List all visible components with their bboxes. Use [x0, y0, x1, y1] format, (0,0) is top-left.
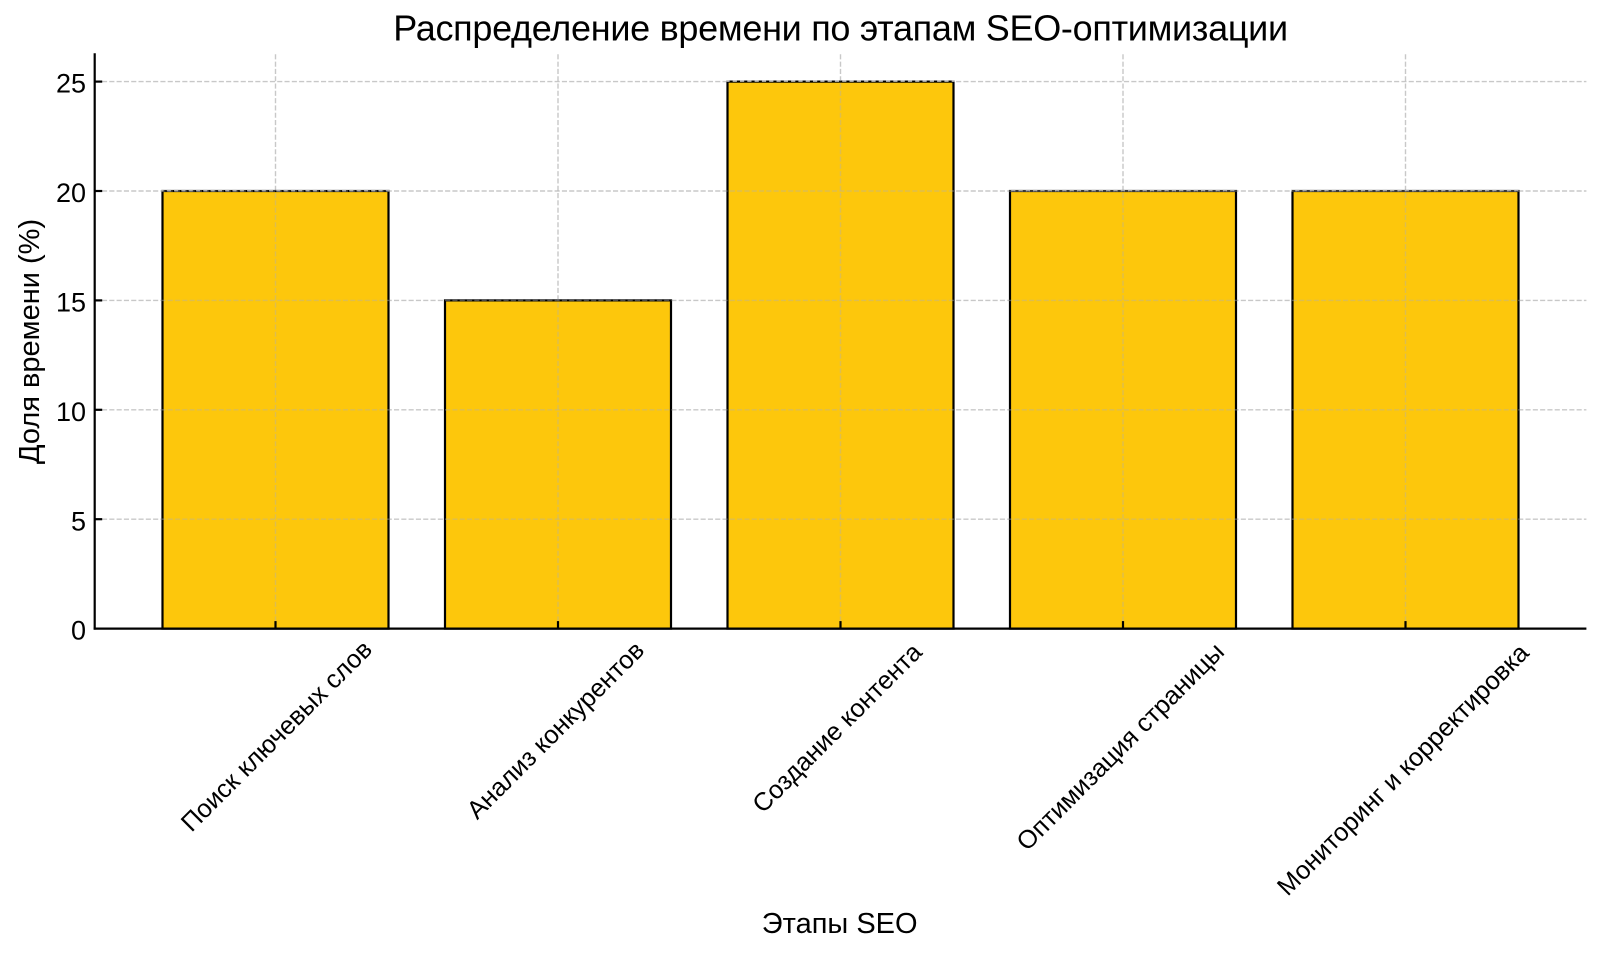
- svg-text:Доля времени (%): Доля времени (%): [14, 219, 46, 464]
- svg-text:25: 25: [56, 69, 86, 99]
- svg-text:10: 10: [56, 397, 86, 427]
- svg-text:20: 20: [56, 178, 86, 208]
- svg-text:Этапы SEO: Этапы SEO: [762, 908, 918, 940]
- svg-text:Распределение времени по этапа: Распределение времени по этапам SEO-опти…: [393, 8, 1288, 49]
- svg-text:5: 5: [71, 506, 86, 536]
- svg-text:15: 15: [56, 288, 86, 318]
- svg-text:0: 0: [71, 616, 86, 646]
